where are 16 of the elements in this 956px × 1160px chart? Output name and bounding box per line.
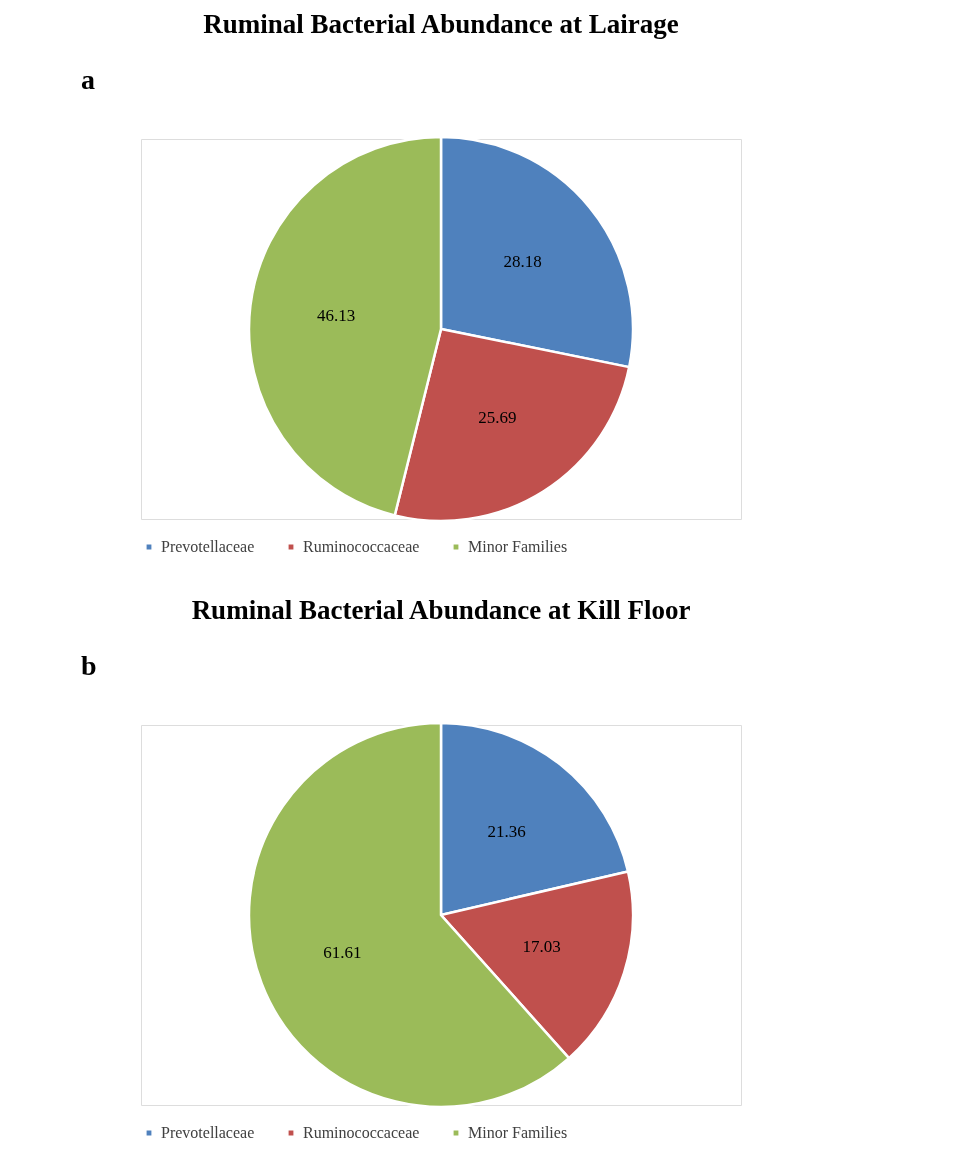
data-label: 21.36 [487, 822, 526, 842]
legend-label: Ruminococcaceae [303, 1124, 420, 1141]
legend-label: Prevotellaceae [161, 1124, 255, 1141]
text: b [81, 650, 97, 681]
legend-label: Ruminococcaceae [303, 538, 420, 555]
legend-label: Prevotellaceae [161, 538, 255, 555]
data-label: 46.13 [317, 306, 356, 326]
legend-label: Minor Families [468, 538, 568, 555]
data-label: 28.18 [503, 252, 542, 272]
chart-title: Ruminal Bacterial Abundance at Lairage [203, 9, 679, 39]
data-label: 61.61 [323, 942, 362, 962]
data-label: 25.69 [478, 408, 517, 428]
legend-label: Minor Families [468, 1124, 568, 1141]
data-label: 17.03 [522, 936, 561, 956]
text: a [81, 64, 95, 95]
chart-title: Ruminal Bacterial Abundance at Kill Floor [191, 595, 691, 625]
